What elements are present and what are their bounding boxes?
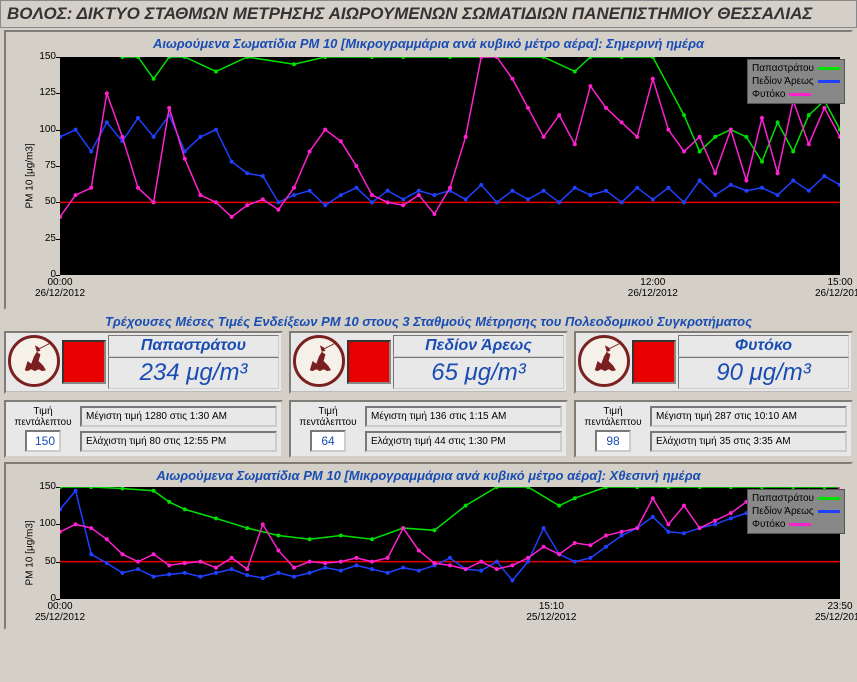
- page-header: ΒΟΛΟΣ: ΔΙΚΤΥΟ ΣΤΑΘΜΩΝ ΜΕΤΡΗΣΗΣ ΑΙΩΡΟΥΜΕΝ…: [0, 0, 857, 28]
- plot-area: [60, 57, 840, 275]
- detail-value: 150: [25, 430, 61, 452]
- detail-value: 98: [595, 430, 631, 452]
- legend-swatch: [789, 523, 811, 526]
- station-logo-icon: [293, 335, 345, 387]
- chart-today-panel: Αιωρούμενα Σωματίδια PM 10 [Μικρογραμμάρ…: [4, 30, 853, 310]
- status-indicator: [632, 340, 676, 384]
- status-indicator: [347, 340, 391, 384]
- station-card-0: Παπαστράτου 234 μg/m³: [4, 331, 283, 394]
- chart-svg: [60, 57, 840, 275]
- chart-legend: Παπαστράτου Πεδίον Άρεως Φυτόκο: [747, 59, 845, 104]
- chart-today-title: Αιωρούμενα Σωματίδια PM 10 [Μικρογραμμάρ…: [6, 32, 851, 53]
- chart-yesterday-title: Αιωρούμενα Σωματίδια PM 10 [Μικρογραμμάρ…: [6, 464, 851, 485]
- x-tick: 12:0026/12/2012: [623, 277, 683, 299]
- y-tick: 100: [32, 518, 56, 529]
- legend-swatch: [818, 510, 840, 513]
- x-tick: 15:0026/12/2012: [810, 277, 857, 299]
- detail-card-1: Τιμή πεντάλεπτου 64 Μέγιστη τιμή 136 στι…: [289, 400, 568, 458]
- y-tick: 50: [32, 196, 56, 207]
- detail-card-0: Τιμή πεντάλεπτου 150 Μέγιστη τιμή 1280 σ…: [4, 400, 283, 458]
- station-logo-icon: [578, 335, 630, 387]
- station-name: Φυτόκο: [678, 335, 849, 357]
- y-tick: 150: [32, 481, 56, 492]
- detail-value: 64: [310, 430, 346, 452]
- station-value: 65 μg/m³: [393, 357, 564, 389]
- legend-label: Πεδίον Άρεως: [752, 76, 814, 87]
- detail-min: Ελάχιστη τιμή 35 στις 3:35 AM: [650, 431, 847, 452]
- y-tick: 25: [32, 233, 56, 244]
- detail-label: Τιμή πεντάλεπτου: [295, 406, 361, 428]
- station-value: 234 μg/m³: [108, 357, 279, 389]
- y-tick: 50: [32, 556, 56, 567]
- station-logo-icon: [8, 335, 60, 387]
- status-indicator: [62, 340, 106, 384]
- detail-card-2: Τιμή πεντάλεπτου 98 Μέγιστη τιμή 287 στι…: [574, 400, 853, 458]
- legend-label: Παπαστράτου: [752, 493, 814, 504]
- legend-swatch: [818, 497, 840, 500]
- chart-legend: Παπαστράτου Πεδίον Άρεως Φυτόκο: [747, 489, 845, 534]
- detail-min: Ελάχιστη τιμή 80 στις 12:55 PM: [80, 431, 277, 452]
- detail-label: Τιμή πεντάλεπτου: [580, 406, 646, 428]
- legend-label: Φυτόκο: [752, 519, 785, 530]
- station-card-1: Πεδίον Άρεως 65 μg/m³: [289, 331, 568, 394]
- y-tick: 125: [32, 87, 56, 98]
- details-row: Τιμή πεντάλεπτου 150 Μέγιστη τιμή 1280 σ…: [0, 398, 857, 460]
- detail-min: Ελάχιστη τιμή 44 στις 1:30 PM: [365, 431, 562, 452]
- legend-label: Παπαστράτου: [752, 63, 814, 74]
- legend-swatch: [818, 67, 840, 70]
- x-tick: 15:1025/12/2012: [521, 601, 581, 623]
- station-value: 90 μg/m³: [678, 357, 849, 389]
- x-tick: 23:5025/12/2012: [810, 601, 857, 623]
- plot-area: [60, 487, 840, 599]
- y-tick: 100: [32, 124, 56, 135]
- legend-swatch: [818, 80, 840, 83]
- stations-row: Παπαστράτου 234 μg/m³ Πεδίον Άρεως 65 μg…: [0, 331, 857, 394]
- chart-yesterday-panel: Αιωρούμενα Σωματίδια PM 10 [Μικρογραμμάρ…: [4, 462, 853, 630]
- x-tick: 00:0025/12/2012: [30, 601, 90, 623]
- x-tick: 00:0026/12/2012: [30, 277, 90, 299]
- y-tick: 75: [32, 160, 56, 171]
- station-name: Παπαστράτου: [108, 335, 279, 357]
- legend-swatch: [789, 93, 811, 96]
- y-tick: 150: [32, 51, 56, 62]
- detail-max: Μέγιστη τιμή 1280 στις 1:30 AM: [80, 406, 277, 427]
- detail-max: Μέγιστη τιμή 136 στις 1:15 AM: [365, 406, 562, 427]
- station-name: Πεδίον Άρεως: [393, 335, 564, 357]
- detail-label: Τιμή πεντάλεπτου: [10, 406, 76, 428]
- detail-max: Μέγιστη τιμή 287 στις 10:10 AM: [650, 406, 847, 427]
- legend-label: Πεδίον Άρεως: [752, 506, 814, 517]
- legend-label: Φυτόκο: [752, 89, 785, 100]
- station-card-2: Φυτόκο 90 μg/m³: [574, 331, 853, 394]
- stations-title: Τρέχουσες Μέσες Τιμές Ενδείξεων PM 10 στ…: [0, 312, 857, 331]
- chart-svg: [60, 487, 840, 599]
